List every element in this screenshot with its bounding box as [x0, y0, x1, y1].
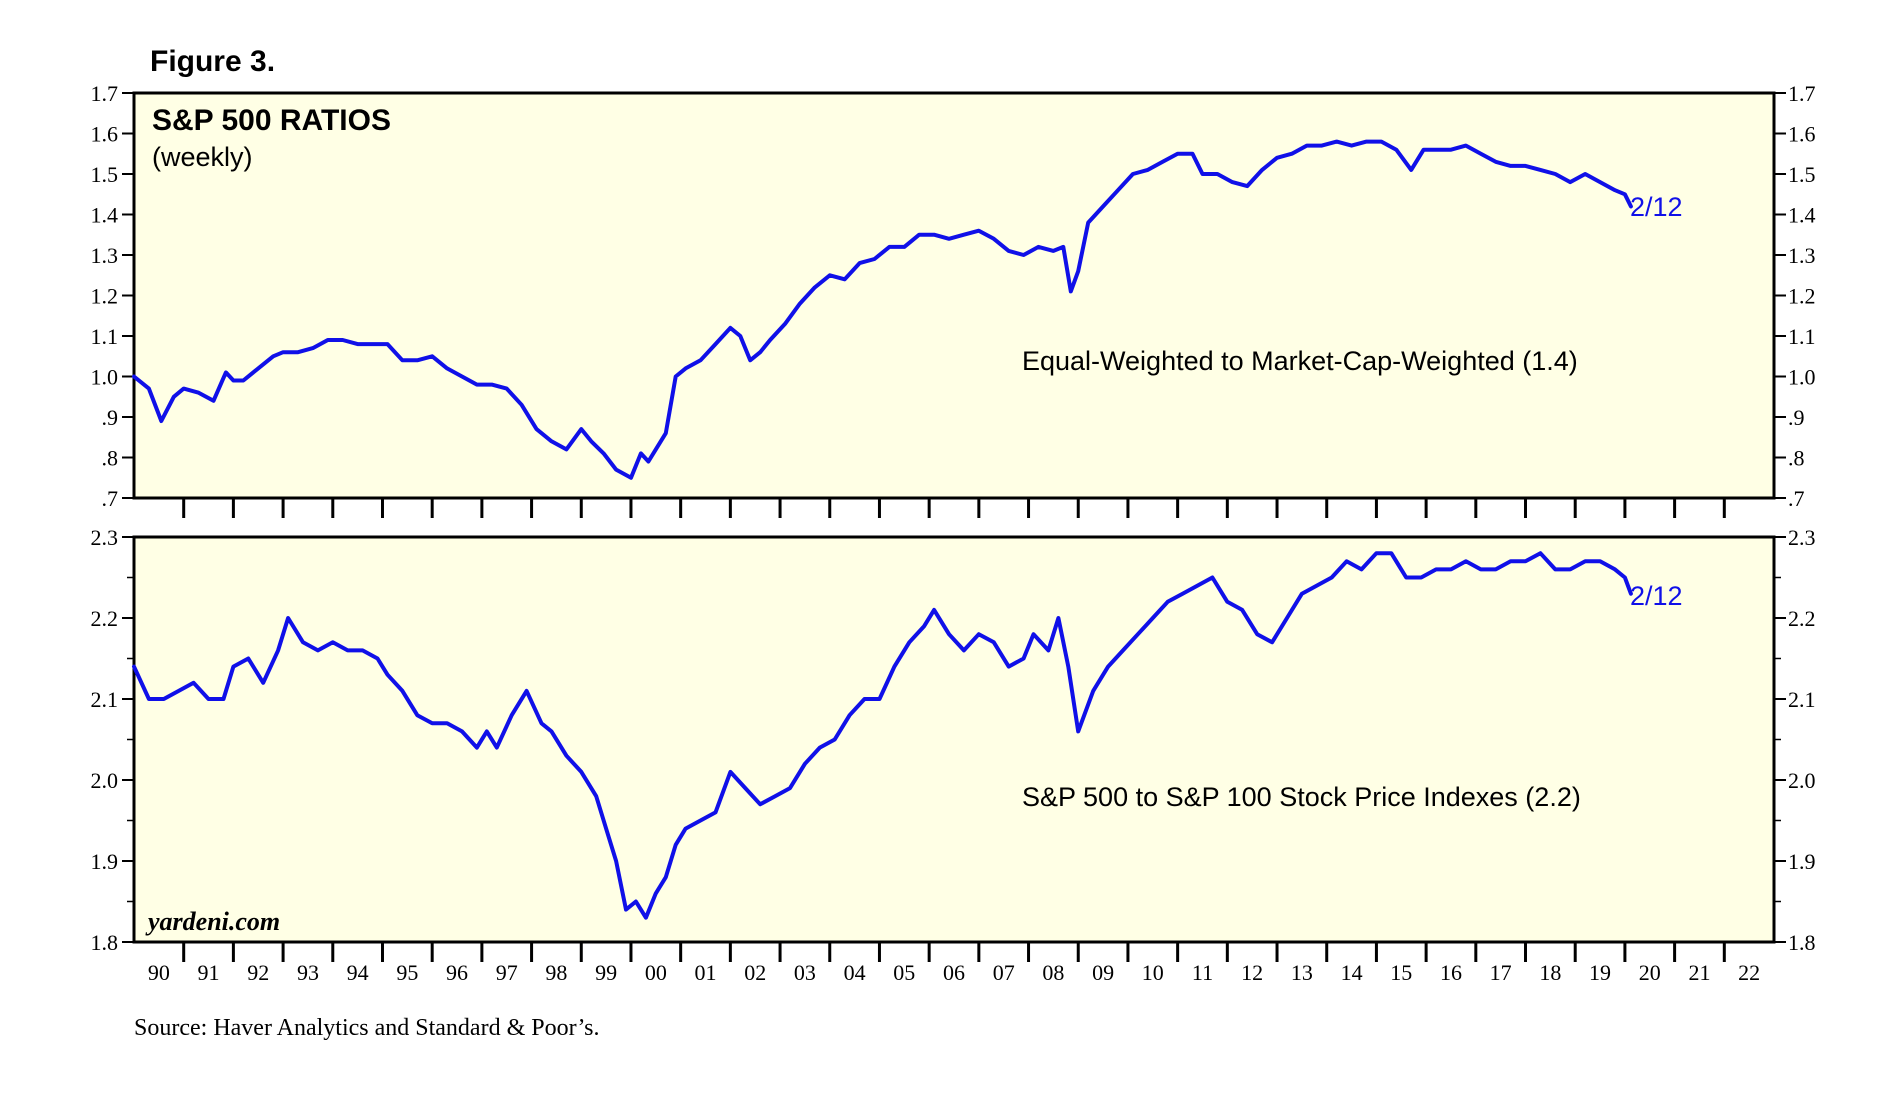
y-tick-label-left: 1.4 [91, 203, 119, 228]
source-note: Source: Haver Analytics and Standard & P… [134, 1015, 599, 1041]
x-tick-label: 12 [1241, 960, 1263, 985]
y-tick-label-left: 2.2 [91, 606, 119, 631]
top-series-label: Equal-Weighted to Market-Cap-Weighted (1… [1022, 346, 1578, 376]
y-tick-label-left: .7 [102, 486, 119, 511]
y-tick-label-left: .9 [102, 405, 119, 430]
x-tick-label: 02 [744, 960, 766, 985]
top-panel-background [132, 91, 1776, 500]
y-tick-label-right: 1.6 [1788, 122, 1816, 147]
x-tick-label: 01 [695, 960, 717, 985]
y-tick-label-left: 2.1 [91, 687, 119, 712]
x-tick-label: 96 [446, 960, 468, 985]
x-tick-label: 91 [198, 960, 220, 985]
bottom-panel: 1.8 1.9 2.0 2.1 2.2 2.3 1.8 1.9 2.0 2.1 2.2 2.3 90… [91, 525, 1816, 985]
y-tick-label-right: 1.9 [1788, 849, 1816, 874]
top-series-line [132, 139, 1633, 480]
y-tick-label-left: 1.9 [91, 849, 119, 874]
x-tick-label: 99 [595, 960, 617, 985]
x-tick-label: 97 [496, 960, 518, 985]
x-tick-label: 22 [1738, 960, 1760, 985]
x-tick-label: 95 [396, 960, 418, 985]
y-tick-label-left: 1.6 [91, 122, 119, 147]
bottom-end-label: 2/12 [1630, 581, 1683, 611]
y-tick-label-right: 1.8 [1788, 930, 1816, 955]
y-tick-label-right: 1.4 [1788, 203, 1816, 228]
top-panel: .7 .8 .9 1.0 1.1 1.2 1.3 1.4 1.5 1.6 1.7 .7 .8 .9 1.0… [91, 81, 1816, 518]
watermark: yardeni.com [145, 907, 280, 936]
y-tick-label-left: 2.0 [91, 768, 119, 793]
x-tick-label: 19 [1589, 960, 1611, 985]
bottom-left-y-axis: 1.8 1.9 2.0 2.1 2.2 2.3 [91, 525, 134, 955]
x-tick-label: 98 [545, 960, 567, 985]
x-tick-label: 13 [1291, 960, 1313, 985]
bottom-series-label: S&P 500 to S&P 100 Stock Price Indexes (… [1022, 782, 1581, 812]
y-tick-label-left: 1.0 [91, 365, 119, 390]
top-chart-subtitle: (weekly) [152, 142, 253, 172]
y-tick-label-right: .9 [1788, 405, 1805, 430]
y-tick-label-right: 1.5 [1788, 162, 1816, 187]
y-tick-label-left: 1.3 [91, 243, 119, 268]
x-tick-label: 08 [1042, 960, 1064, 985]
bottom-right-y-axis: 1.8 1.9 2.0 2.1 2.2 2.3 [1774, 525, 1816, 955]
y-tick-label-left: 1.1 [91, 324, 119, 349]
x-tick-label: 90 [148, 960, 170, 985]
y-tick-label-right: 1.7 [1788, 81, 1816, 106]
x-tick-label: 03 [794, 960, 816, 985]
y-tick-label-right: .8 [1788, 446, 1805, 471]
x-tick-label: 94 [347, 960, 369, 985]
bottom-panel-background [132, 535, 1776, 944]
bottom-x-ticks [182, 942, 1726, 962]
bottom-series-line [132, 551, 1633, 920]
y-tick-label-right: 2.2 [1788, 606, 1816, 631]
y-tick-label-right: .7 [1788, 486, 1805, 511]
y-tick-label-right: 1.0 [1788, 365, 1816, 390]
y-tick-label-left: 2.3 [91, 525, 119, 550]
x-tick-label: 09 [1092, 960, 1114, 985]
top-x-ticks [182, 498, 1726, 518]
x-tick-label: 06 [943, 960, 965, 985]
x-tick-label: 93 [297, 960, 319, 985]
y-tick-label-left: 1.7 [91, 81, 119, 106]
x-tick-label: 07 [993, 960, 1015, 985]
y-tick-label-right: 1.2 [1788, 284, 1816, 309]
top-end-label: 2/12 [1630, 192, 1683, 222]
x-tick-label: 20 [1639, 960, 1661, 985]
top-right-y-axis: .7 .8 .9 1.0 1.1 1.2 1.3 1.4 1.5 1.6 1.7 [1774, 81, 1816, 511]
figure-label: Figure 3. [150, 45, 275, 78]
y-tick-label-left: 1.5 [91, 162, 119, 187]
x-tick-label: 15 [1390, 960, 1412, 985]
y-tick-label-right: 1.3 [1788, 243, 1816, 268]
x-tick-label: 04 [844, 960, 866, 985]
y-tick-label-right: 2.0 [1788, 768, 1816, 793]
x-tick-label: 18 [1539, 960, 1561, 985]
x-tick-label: 92 [247, 960, 269, 985]
top-left-y-axis: .7 .8 .9 1.0 1.1 1.2 1.3 1.4 1.5 1.6 1.7 [91, 81, 134, 511]
x-tick-label: 14 [1341, 960, 1363, 985]
x-tick-label: 16 [1440, 960, 1462, 985]
x-tick-label: 00 [645, 960, 667, 985]
y-tick-label-left: .8 [102, 446, 119, 471]
x-axis-labels: 90 91 92 93 94 95 96 97 98 99 00 01 02 03 04 05 06 07 08 09… [148, 960, 1760, 985]
y-tick-label-right: 1.1 [1788, 324, 1816, 349]
x-tick-label: 21 [1688, 960, 1710, 985]
y-tick-label-right: 2.3 [1788, 525, 1816, 550]
y-tick-label-right: 2.1 [1788, 687, 1816, 712]
top-chart-title: S&P 500 RATIOS [152, 104, 391, 137]
x-tick-label: 17 [1490, 960, 1512, 985]
x-tick-label: 10 [1142, 960, 1164, 985]
x-tick-label: 11 [1192, 960, 1213, 985]
y-tick-label-left: 1.8 [91, 930, 119, 955]
y-tick-label-left: 1.2 [91, 284, 119, 309]
x-tick-label: 05 [893, 960, 915, 985]
